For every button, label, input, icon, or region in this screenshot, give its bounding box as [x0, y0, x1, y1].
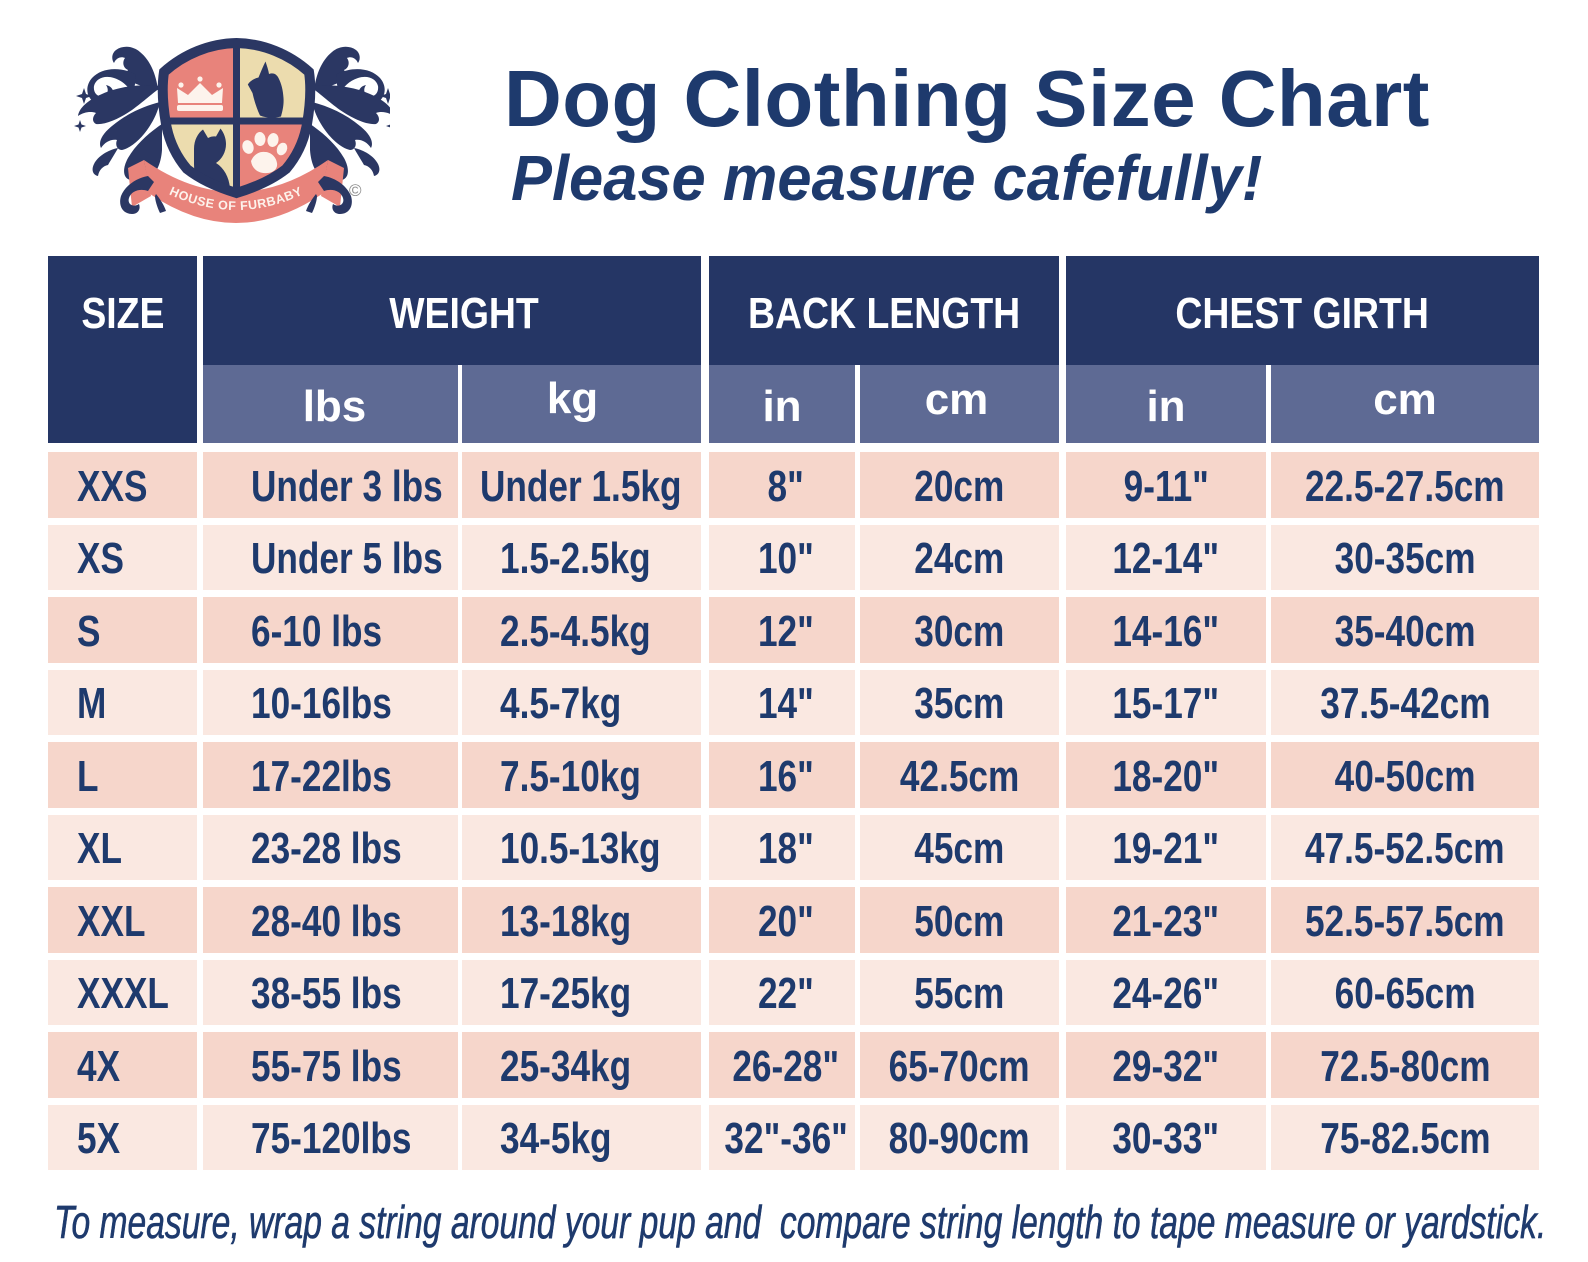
svg-text:©: ©: [349, 181, 362, 200]
